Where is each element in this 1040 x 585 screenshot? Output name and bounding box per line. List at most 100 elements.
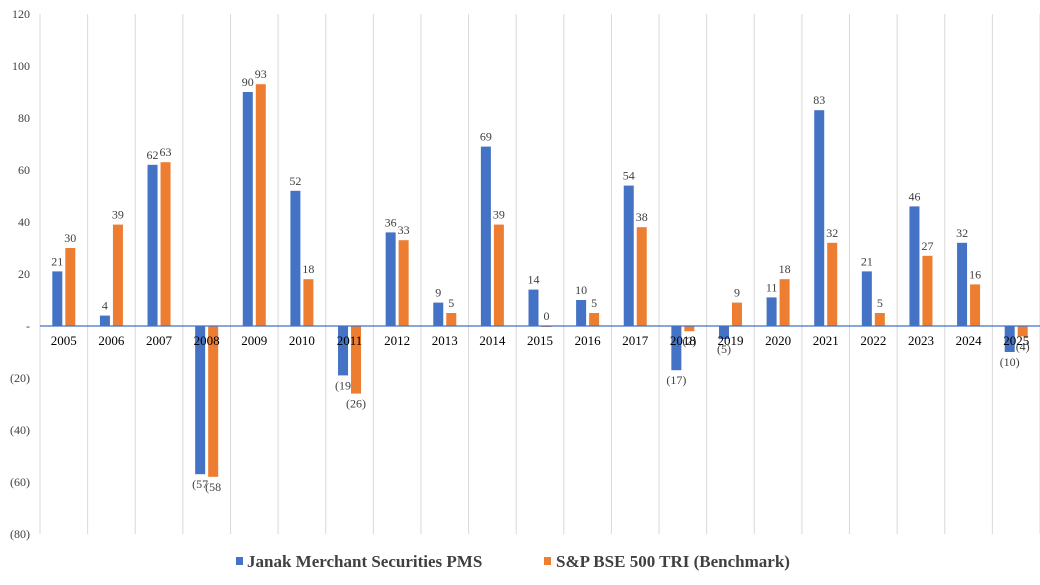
grid-lines — [39, 14, 1040, 534]
data-label-s-p-bse-500-tri-benchmark-2015: 0 — [544, 309, 550, 323]
x-tick-label-2009: 2009 — [241, 333, 267, 348]
x-tick-label-2016: 2016 — [575, 333, 602, 348]
bar-s-p-bse-500-tri-benchmark-2021 — [827, 242, 838, 326]
y-tick-label: 100 — [12, 59, 30, 73]
x-axis-category-labels: 2005 2006 2007 2008 2009 2010 2011 2012 2013 2014… — [51, 333, 1029, 348]
data-label-janak-merchant-securities-pms-2011: (19 — [335, 378, 351, 392]
x-tick-label-2024: 2024 — [956, 333, 983, 348]
data-label-janak-merchant-securities-pms-2006: 4 — [102, 299, 108, 313]
bar-janak-merchant-securities-pms-2006 — [99, 315, 110, 326]
bar-s-p-bse-500-tri-benchmark-2016 — [589, 313, 600, 326]
data-label-janak-merchant-securities-pms-2017: 54 — [623, 169, 635, 183]
y-tick-label: 120 — [12, 7, 30, 21]
bar-s-p-bse-500-tri-benchmark-2010 — [303, 279, 314, 326]
x-tick-label-2019: 2019 — [717, 333, 743, 348]
data-label-s-p-bse-500-tri-benchmark-2020: 18 — [779, 262, 791, 276]
data-label-janak-merchant-securities-pms-2025: (10) — [1000, 355, 1020, 369]
bar-janak-merchant-securities-pms-2017 — [623, 185, 634, 326]
bar-janak-merchant-securities-pms-2007 — [147, 164, 158, 326]
data-label-janak-merchant-securities-pms-2012: 36 — [385, 215, 397, 229]
bar-janak-merchant-securities-pms-2021 — [814, 110, 825, 326]
data-label-s-p-bse-500-tri-benchmark-2017: 38 — [636, 210, 648, 224]
bar-janak-merchant-securities-pms-2013 — [433, 302, 444, 326]
bar-janak-merchant-securities-pms-2014 — [480, 146, 491, 326]
x-tick-label-2010: 2010 — [289, 333, 315, 348]
data-label-s-p-bse-500-tri-benchmark-2007: 63 — [160, 145, 172, 159]
y-tick-label: (60) — [10, 475, 30, 489]
data-label-s-p-bse-500-tri-benchmark-2006: 39 — [112, 208, 124, 222]
bar-janak-merchant-securities-pms-2016 — [576, 300, 587, 326]
y-tick-label: - — [26, 319, 30, 333]
x-tick-label-2011: 2011 — [337, 333, 363, 348]
data-label-s-p-bse-500-tri-benchmark-2013: 5 — [448, 296, 454, 310]
bar-s-p-bse-500-tri-benchmark-2022 — [874, 313, 885, 326]
x-tick-label-2021: 2021 — [813, 333, 839, 348]
bar-s-p-bse-500-tri-benchmark-2006 — [112, 224, 123, 326]
data-label-s-p-bse-500-tri-benchmark-2021: 32 — [826, 226, 838, 240]
legend-swatch-benchmark — [544, 557, 551, 565]
data-label-janak-merchant-securities-pms-2015: 14 — [528, 273, 540, 287]
data-label-s-p-bse-500-tri-benchmark-2009: 93 — [255, 67, 267, 81]
x-tick-label-2007: 2007 — [146, 333, 173, 348]
bar-s-p-bse-500-tri-benchmark-2024 — [970, 284, 981, 326]
data-label-janak-merchant-securities-pms-2016: 10 — [575, 283, 587, 297]
x-tick-label-2005: 2005 — [51, 333, 77, 348]
bar-janak-merchant-securities-pms-2025 — [1004, 326, 1015, 352]
y-tick-label: (40) — [10, 423, 30, 437]
y-tick-label: (80) — [10, 527, 30, 541]
data-label-s-p-bse-500-tri-benchmark-2019: 9 — [734, 286, 740, 300]
bar-s-p-bse-500-tri-benchmark-2005 — [65, 248, 76, 326]
data-label-janak-merchant-securities-pms-2010: 52 — [289, 174, 301, 188]
data-label-s-p-bse-500-tri-benchmark-2012: 33 — [398, 223, 410, 237]
bar-s-p-bse-500-tri-benchmark-2011 — [351, 326, 362, 394]
x-tick-label-2022: 2022 — [860, 333, 886, 348]
bar-janak-merchant-securities-pms-2022 — [861, 271, 872, 326]
bar-janak-merchant-securities-pms-2010 — [290, 190, 301, 326]
x-tick-label-2013: 2013 — [432, 333, 458, 348]
bar-s-p-bse-500-tri-benchmark-2019 — [731, 302, 742, 326]
bar-janak-merchant-securities-pms-2023 — [909, 206, 920, 326]
bar-janak-merchant-securities-pms-2019 — [718, 326, 729, 339]
bar-janak-merchant-securities-pms-2018 — [671, 326, 682, 371]
data-label-s-p-bse-500-tri-benchmark-2023: 27 — [921, 239, 933, 253]
data-label-janak-merchant-securities-pms-2018: (17) — [666, 373, 686, 387]
legend-swatch-janak-pms — [236, 557, 243, 565]
data-label-janak-merchant-securities-pms-2022: 21 — [861, 254, 873, 268]
bar-s-p-bse-500-tri-benchmark-2017 — [636, 227, 647, 326]
data-label-s-p-bse-500-tri-benchmark-2011: (26) — [346, 397, 366, 411]
bar-janak-merchant-securities-pms-2012 — [385, 232, 396, 326]
bar-janak-merchant-securities-pms-2015 — [528, 289, 539, 326]
data-label-s-p-bse-500-tri-benchmark-2016: 5 — [591, 296, 597, 310]
bar-s-p-bse-500-tri-benchmark-2018 — [684, 326, 695, 332]
bar-s-p-bse-500-tri-benchmark-2009 — [255, 84, 266, 326]
legend-label-benchmark: S&P BSE 500 TRI (Benchmark) — [556, 552, 790, 571]
bar-s-p-bse-500-tri-benchmark-2008 — [208, 326, 219, 477]
y-tick-label: 40 — [18, 215, 30, 229]
data-label-s-p-bse-500-tri-benchmark-2008: (58 — [205, 480, 221, 494]
y-axis-tick-labels: 120 100 80 60 40 20 - (20) (40) (60) (80) — [10, 7, 30, 541]
data-label-janak-merchant-securities-pms-2008: (57 — [192, 477, 208, 491]
data-label-janak-merchant-securities-pms-2013: 9 — [435, 286, 441, 300]
x-tick-label-2017: 2017 — [622, 333, 649, 348]
y-tick-label: 60 — [18, 163, 30, 177]
x-tick-label-2020: 2020 — [765, 333, 791, 348]
data-label-janak-merchant-securities-pms-2005: 21 — [51, 254, 63, 268]
data-label-janak-merchant-securities-pms-2021: 83 — [813, 93, 825, 107]
bar-janak-merchant-securities-pms-2005 — [52, 271, 63, 326]
data-label-janak-merchant-securities-pms-2020: 11 — [766, 280, 778, 294]
data-label-janak-merchant-securities-pms-2014: 69 — [480, 130, 492, 144]
bar-janak-merchant-securities-pms-2008 — [195, 326, 206, 475]
legend: Janak Merchant Securities PMS S&P BSE 50… — [236, 552, 790, 571]
data-label-s-p-bse-500-tri-benchmark-2022: 5 — [877, 296, 883, 310]
x-tick-label-2025: 2025 — [1003, 333, 1029, 348]
bar-janak-merchant-securities-pms-2009 — [242, 92, 253, 326]
x-tick-label-2018: 2018 — [670, 333, 696, 348]
y-tick-label: (20) — [10, 371, 30, 385]
x-tick-label-2006: 2006 — [98, 333, 125, 348]
bar-s-p-bse-500-tri-benchmark-2014 — [493, 224, 504, 326]
data-label-s-p-bse-500-tri-benchmark-2005: 30 — [64, 231, 76, 245]
legend-label-janak-pms: Janak Merchant Securities PMS — [247, 552, 482, 571]
x-tick-label-2008: 2008 — [194, 333, 220, 348]
bar-s-p-bse-500-tri-benchmark-2020 — [779, 279, 790, 326]
